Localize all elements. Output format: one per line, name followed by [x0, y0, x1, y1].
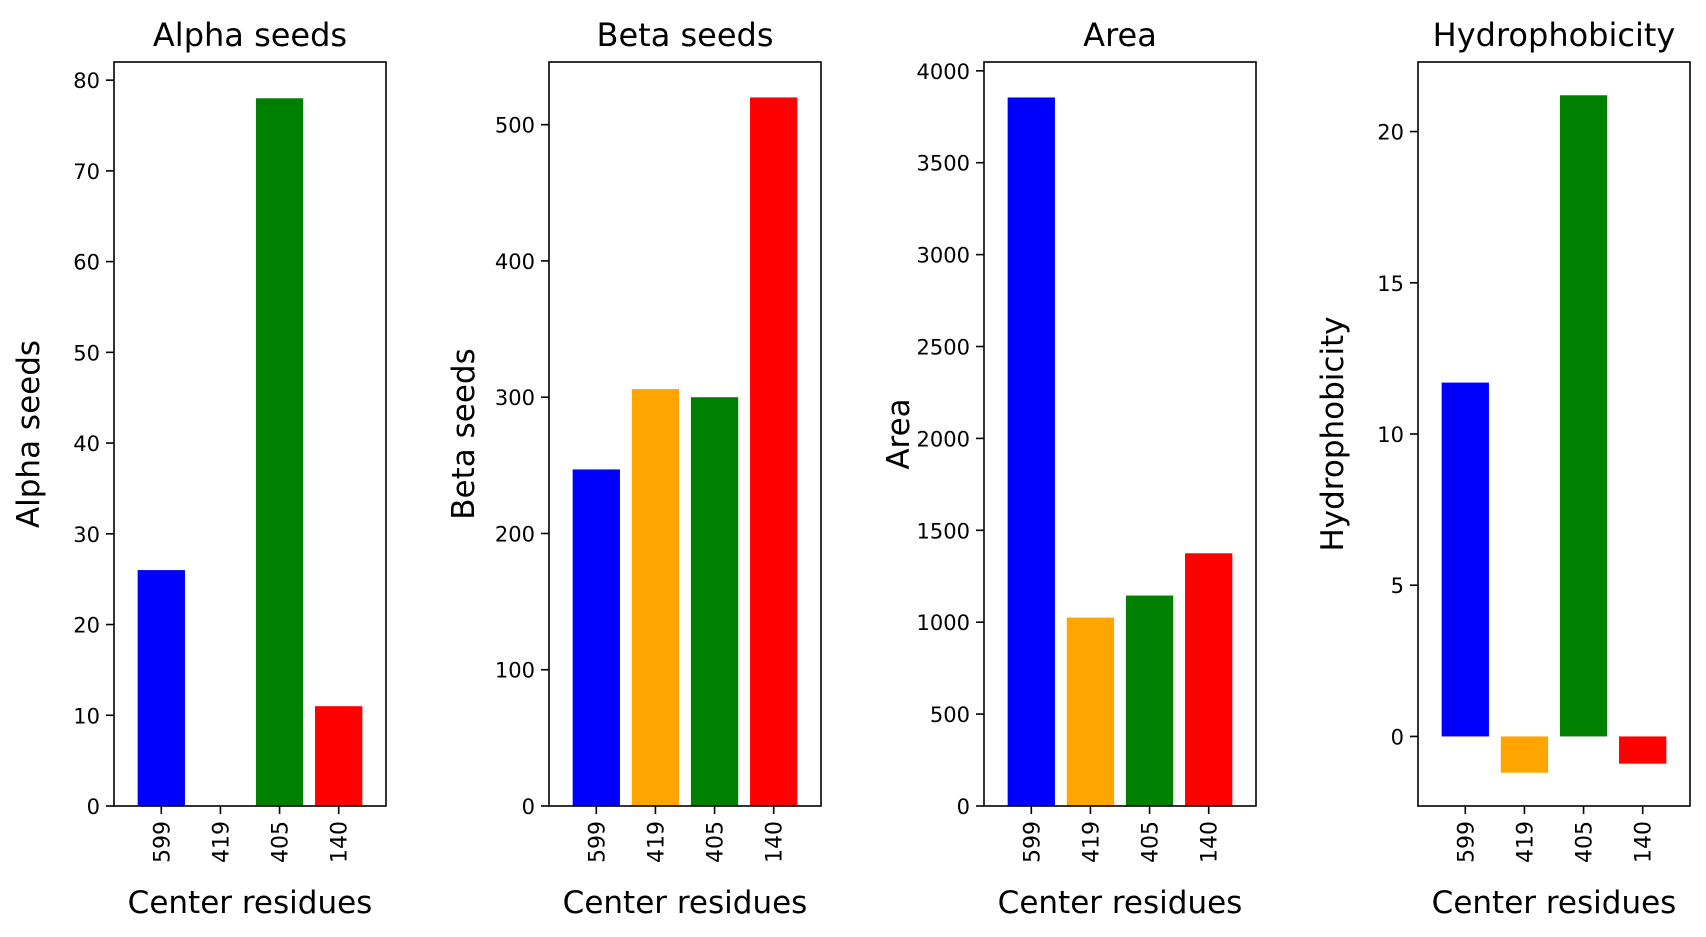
chart-panel-4: Hydrophobicity 0 5 10 15 20 599 419 405 140 Center… [1315, 16, 1691, 921]
x-tick-label: 405 [1139, 821, 1164, 863]
chart-title: Area [1083, 16, 1157, 54]
y-tick-label: 60 [73, 251, 100, 275]
y-tick-label: 1000 [917, 611, 970, 635]
y-tick-label: 2000 [917, 427, 970, 451]
y-tick-label: 10 [1377, 423, 1404, 447]
y-tick-label: 2500 [917, 336, 970, 360]
y-axis-label: Beta seeds [446, 348, 482, 519]
y-tick-label: 3500 [917, 152, 970, 176]
chart-panel-3: Area 0 500 1000 1500 2000 2500 3000 3500 4000 599 4… [881, 16, 1257, 921]
y-tick-label: 70 [73, 160, 100, 184]
y-tick-label: 500 [495, 114, 535, 138]
bar-599 [572, 469, 620, 806]
x-axis-label: Center residues [128, 885, 373, 921]
chart-title: Beta seeds [597, 16, 774, 54]
y-tick-label: 4000 [917, 60, 970, 84]
chart-title: Alpha seeds [153, 16, 347, 54]
y-axis-label: Hydrophobicity [1315, 316, 1351, 551]
x-tick-label: 140 [1198, 821, 1223, 863]
y-tick-label: 400 [495, 250, 535, 274]
x-tick-label: 405 [269, 821, 294, 863]
x-tick-label: 599 [1020, 821, 1045, 863]
x-tick-label: 599 [585, 821, 610, 863]
bar-419 [631, 389, 680, 806]
x-tick-label: 599 [150, 821, 175, 863]
y-tick-label: 300 [495, 386, 535, 410]
chart-title: Hydrophobicity [1433, 16, 1676, 54]
x-tick-label: 419 [209, 821, 234, 863]
y-tick-label: 30 [73, 523, 100, 547]
y-tick-label: 50 [73, 341, 100, 365]
y-tick-label: 5 [1391, 574, 1404, 598]
x-tick-label: 140 [1632, 821, 1657, 863]
y-axis-label: Area [881, 398, 917, 469]
x-axis-label: Center residues [998, 885, 1243, 921]
y-tick-label: 20 [1377, 121, 1404, 145]
y-tick-label: 20 [73, 614, 100, 638]
x-tick-label: 405 [1573, 821, 1598, 863]
bar-405 [1559, 95, 1608, 737]
bar-140 [1185, 553, 1233, 806]
bar-405 [255, 98, 304, 807]
y-tick-label: 0 [1391, 725, 1404, 749]
x-tick-label: 419 [1513, 821, 1538, 863]
y-tick-label: 500 [930, 703, 970, 727]
bar-419 [1066, 617, 1115, 806]
bar-599 [137, 570, 185, 806]
chart-panel-2: Beta seeds 0 100 200 300 400 500 599 419 405 140 Ce… [446, 16, 822, 921]
x-tick-label: 599 [1454, 821, 1479, 863]
x-tick-label: 419 [644, 821, 669, 863]
x-axis-label: Center residues [563, 885, 808, 921]
y-tick-label: 10 [73, 704, 100, 728]
bar-140 [315, 706, 363, 806]
bar-140 [1619, 736, 1667, 764]
y-tick-label: 200 [495, 522, 535, 546]
x-tick-label: 419 [1079, 821, 1104, 863]
y-tick-label: 0 [957, 795, 970, 819]
y-tick-label: 40 [73, 432, 100, 456]
y-tick-label: 1500 [917, 519, 970, 543]
x-tick-label: 405 [704, 821, 729, 863]
y-tick-label: 0 [522, 795, 535, 819]
x-axis-label: Center residues [1432, 885, 1677, 921]
axes-frame [548, 61, 822, 807]
axes-frame [113, 61, 387, 807]
bar-599 [1007, 97, 1055, 806]
bar-405 [690, 397, 739, 806]
y-tick-label: 3000 [917, 244, 970, 268]
y-tick-label: 15 [1377, 272, 1404, 296]
y-tick-label: 0 [87, 795, 100, 819]
axes-frame [983, 61, 1257, 807]
y-tick-label: 80 [73, 69, 100, 93]
bar-599 [1441, 382, 1489, 737]
bar-405 [1125, 595, 1174, 806]
chart-panel-1: Alpha seeds 0 10 20 30 40 50 60 70 80 599 419 405 140… [11, 16, 387, 921]
x-tick-label: 140 [328, 821, 353, 863]
x-tick-label: 140 [763, 821, 788, 863]
bar-140 [750, 97, 798, 806]
bar-419 [1500, 736, 1549, 773]
y-tick-label: 100 [495, 659, 535, 683]
y-axis-label: Alpha seeds [11, 340, 47, 528]
